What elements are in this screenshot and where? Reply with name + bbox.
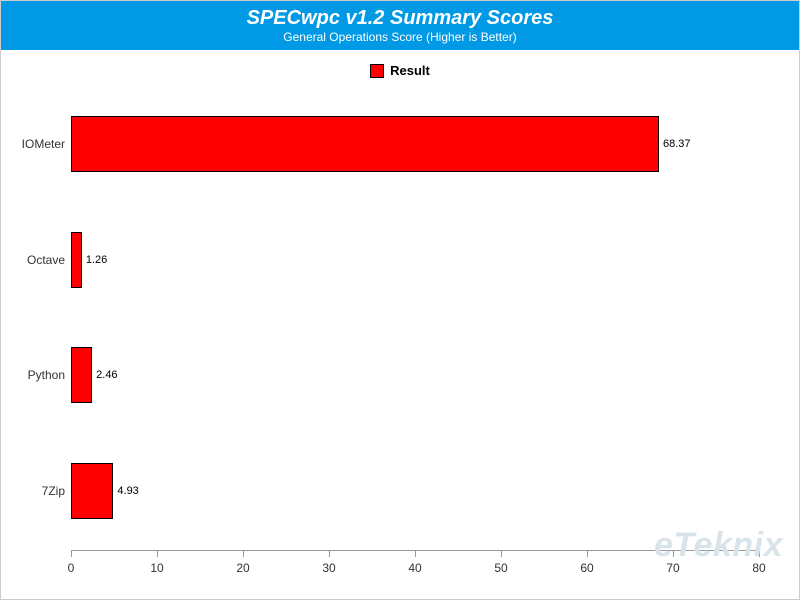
chart-header: SPECwpc v1.2 Summary Scores General Oper… [1, 1, 799, 50]
x-tick [243, 551, 244, 557]
x-tick-label: 10 [150, 561, 163, 575]
bar [71, 463, 113, 519]
x-tick-label: 40 [408, 561, 421, 575]
y-category-label: Python [9, 368, 65, 382]
x-tick [501, 551, 502, 557]
y-category-label: 7Zip [9, 484, 65, 498]
x-tick [415, 551, 416, 557]
x-tick-label: 0 [68, 561, 75, 575]
x-tick-label: 80 [752, 561, 765, 575]
x-tick-label: 60 [580, 561, 593, 575]
x-tick-label: 30 [322, 561, 335, 575]
bar [71, 232, 82, 288]
chart-container: SPECwpc v1.2 Summary Scores General Oper… [0, 0, 800, 600]
chart-title: SPECwpc v1.2 Summary Scores [1, 7, 799, 29]
y-category-label: IOMeter [9, 137, 65, 151]
legend-swatch [370, 64, 384, 78]
x-tick [71, 551, 72, 557]
x-tick-label: 20 [236, 561, 249, 575]
x-tick [759, 551, 760, 557]
bar-value-label: 68.37 [663, 138, 691, 150]
x-tick [587, 551, 588, 557]
bar [71, 347, 92, 403]
x-tick [673, 551, 674, 557]
x-tick-label: 50 [494, 561, 507, 575]
legend-label: Result [390, 63, 430, 78]
x-tick [157, 551, 158, 557]
chart-subtitle: General Operations Score (Higher is Bett… [1, 31, 799, 44]
y-category-label: Octave [9, 253, 65, 267]
bar-value-label: 2.46 [96, 369, 117, 381]
bar-value-label: 4.93 [117, 485, 138, 497]
plot-area-wrap: 0 10 20 30 40 50 60 70 80 IOMeter 68.37 Octave 1.26 P… [1, 89, 799, 581]
bar-value-label: 1.26 [86, 254, 107, 266]
x-tick-label: 70 [666, 561, 679, 575]
bar [71, 116, 659, 172]
plot-area: 01020304050607080IOMeter68.37Octave1.26P… [71, 89, 759, 551]
chart-legend: Result [1, 50, 799, 82]
x-tick [329, 551, 330, 557]
